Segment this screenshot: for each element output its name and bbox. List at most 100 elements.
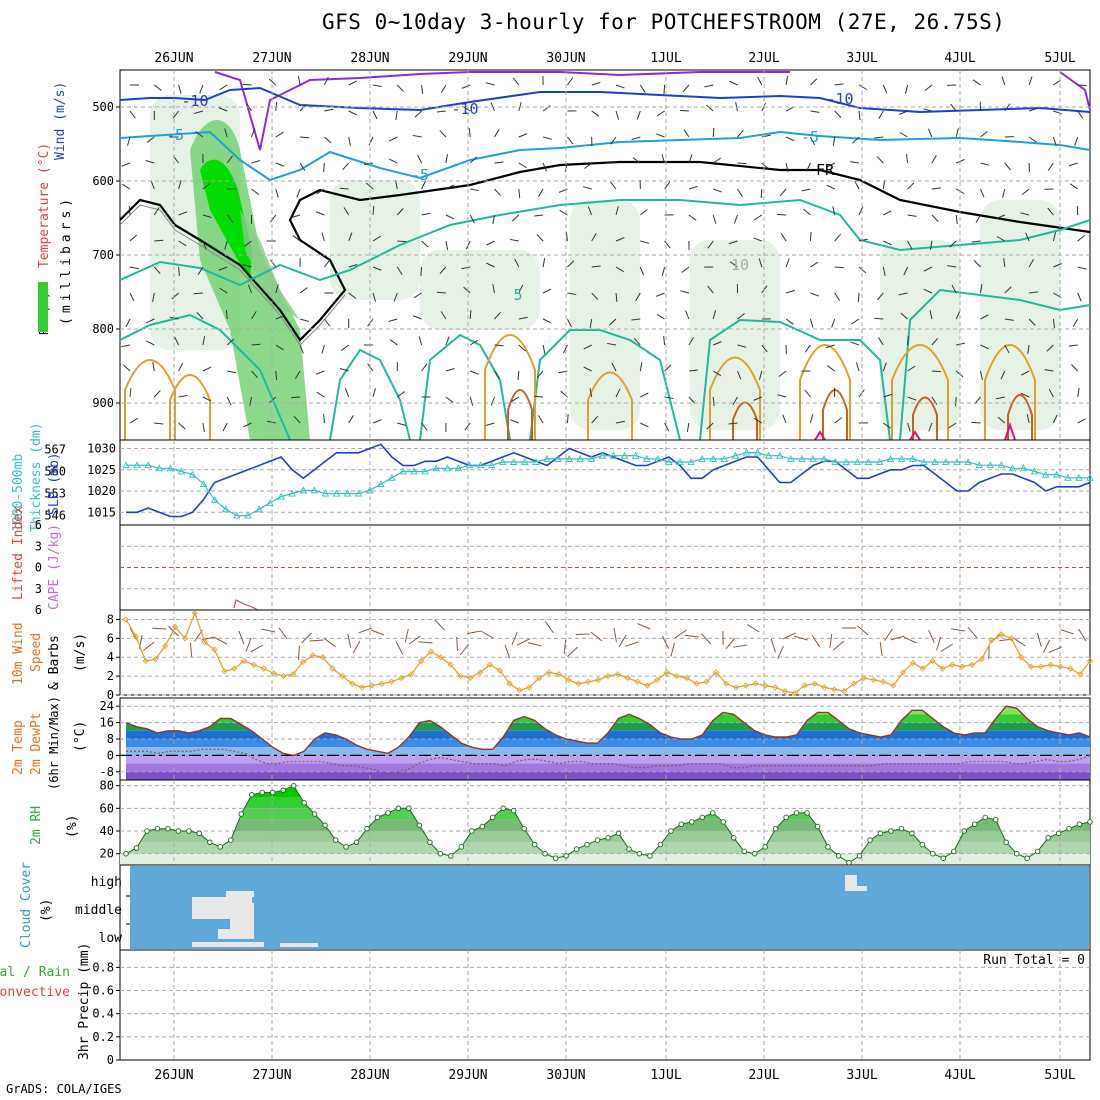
wind-speed-point [427,648,435,655]
wind-barb [664,396,674,400]
wind10-barb [324,638,337,648]
wind-barb [563,344,568,354]
wind-speed-point [683,674,690,682]
wind-barb [251,188,259,195]
wind-barb [244,240,252,247]
wind-barb [564,162,568,172]
rh-point [416,822,423,829]
wind-speed-point [899,669,907,676]
thickness-point [332,489,341,497]
ylabel-slp: SLP (mb) [47,452,62,515]
wind-barb [315,211,325,216]
wind-speed-point [732,684,740,691]
contour-line [119,204,346,346]
wind-speed-point [693,680,700,687]
wind-barb [753,214,763,221]
wind10-barb [661,635,669,649]
wind-barb [393,292,398,302]
wind-barb [242,83,252,86]
wind-barb [656,292,665,297]
wind-barb [729,261,738,268]
wind-barb [153,390,161,398]
temp-band-low [126,755,1090,764]
wind-barb [834,110,842,118]
ylabel-wind10-unit: (m/s) [73,633,88,672]
y-tick-label: 24 [100,699,114,713]
wind-barb [706,422,714,430]
contour-15 [709,356,761,440]
rh-point [269,789,276,796]
wind-barb [688,185,698,190]
ylabel-millibars: (millibars) [59,195,74,325]
rh-point [374,814,381,821]
wind10-barb [142,641,155,652]
thickness-point [343,489,352,497]
wind-barb [857,292,860,303]
rh-point [259,789,265,796]
wind-barb [1070,183,1078,190]
wind-barb [421,84,424,95]
wind-barb [567,260,575,268]
wind-barb [1072,318,1079,328]
wind-barb [664,181,671,190]
rh-shading [880,240,960,430]
wind-barb [1068,344,1078,347]
wind-speed-point [781,688,789,695]
wind-barb [809,231,812,242]
rh-point [793,810,800,816]
contour-15 [984,344,1036,440]
wind-speed-point [919,665,926,672]
wind-barb [591,265,601,268]
wind10-barb [467,630,481,635]
rh-point [563,853,569,859]
thickness-point [742,448,751,456]
wind-barb [492,214,495,224]
wind-barb [485,82,495,86]
rh-point [395,805,402,812]
wind-barb [686,422,690,432]
wind-barb [882,362,887,372]
wind-speed-point [221,668,228,675]
wind-barb [713,188,722,193]
wind-barb [615,237,625,242]
contour-15 [799,344,851,440]
thickness-point [886,454,895,462]
wind-barb [832,136,836,146]
wind-barb [269,259,277,268]
contour-15 [169,374,211,440]
wind-barb [178,180,182,190]
wind-barb [971,421,981,424]
ylabel-temp-3: (6hr Min/Max) [47,696,61,790]
cloud-level-label: low [99,931,123,946]
wind-barb [129,292,135,302]
wind-barb [146,340,155,346]
contour-label: 5 [513,286,522,304]
rh-point [353,839,360,846]
top-date-axis: 26JUN 27JUN 28JUN 29JUN 30JUN 1JUL 2JUL 3JUL 4JU… [154,51,1075,66]
ylabel-cloud: Cloud Cover [19,862,34,948]
wind-speed-point [526,684,533,691]
wind-barb [153,84,162,91]
wind-barb [436,110,446,113]
wind-barb [121,162,131,167]
wind-barb [153,207,160,216]
wind-speed-point [949,661,956,668]
wind10-barb [370,629,385,636]
wind-barb [782,414,787,424]
thickness-point [942,458,950,465]
wind-barb [518,284,524,294]
wind-barb [421,363,428,372]
wind-barb [996,214,1005,219]
wind10-barb [238,630,245,645]
ylabel-wind10-2: Speed [29,633,44,672]
wind-barb [587,206,593,216]
wind-barb [469,156,478,164]
rh-point [1024,855,1030,861]
wind-barb [607,342,617,346]
contour-25 [909,430,921,441]
rh-point [951,848,957,855]
wind-barb [615,84,625,89]
wind-barb [995,396,1005,400]
thickness-point [753,448,762,456]
rh-point [186,828,192,834]
